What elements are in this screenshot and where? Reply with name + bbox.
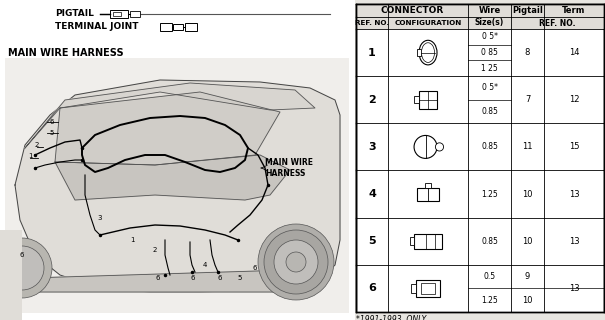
Text: 10: 10 — [522, 189, 533, 199]
Circle shape — [0, 238, 52, 298]
Text: 0.85: 0.85 — [481, 142, 498, 151]
Text: 0.5: 0.5 — [483, 272, 495, 281]
Bar — [468, 4, 511, 17]
Text: 3: 3 — [368, 142, 376, 152]
Bar — [422, 283, 434, 294]
Text: Term: Term — [562, 6, 586, 15]
Text: MAIN WIRE HARNESS: MAIN WIRE HARNESS — [8, 48, 123, 58]
Bar — [425, 183, 431, 188]
Bar — [160, 23, 172, 31]
Text: 6: 6 — [368, 284, 376, 293]
Bar — [511, 4, 544, 17]
Text: 0 85: 0 85 — [481, 48, 498, 57]
Bar — [414, 96, 419, 103]
Polygon shape — [15, 80, 340, 292]
Text: 9: 9 — [525, 272, 530, 281]
Text: REF. NO.: REF. NO. — [355, 20, 389, 26]
Text: 5: 5 — [238, 275, 242, 281]
Text: 0 5*: 0 5* — [482, 32, 497, 41]
Text: 8: 8 — [525, 48, 530, 57]
Text: 1: 1 — [28, 153, 32, 159]
Text: Pigtail: Pigtail — [512, 6, 543, 15]
Text: 5: 5 — [50, 130, 54, 136]
Bar — [414, 234, 442, 249]
Bar — [173, 24, 183, 30]
Text: 6: 6 — [155, 275, 160, 281]
Text: 3: 3 — [98, 215, 102, 221]
Circle shape — [0, 246, 44, 290]
Text: 5: 5 — [368, 236, 376, 246]
Text: MAIN WIRE
HARNESS: MAIN WIRE HARNESS — [265, 158, 313, 178]
Text: 13: 13 — [569, 237, 580, 246]
Text: 13: 13 — [569, 284, 580, 293]
Polygon shape — [18, 270, 320, 292]
Polygon shape — [55, 92, 280, 165]
Circle shape — [436, 143, 443, 151]
Bar — [416, 280, 440, 297]
Bar — [388, 17, 468, 29]
Text: 0.85: 0.85 — [481, 107, 498, 116]
Bar — [130, 11, 140, 17]
Text: CONNECTOR: CONNECTOR — [381, 6, 443, 15]
Bar — [110, 10, 128, 18]
Bar — [410, 237, 414, 245]
Text: 6: 6 — [20, 252, 24, 258]
Bar — [356, 4, 604, 312]
Bar — [416, 188, 439, 201]
Bar — [113, 12, 121, 16]
Text: 14: 14 — [569, 48, 579, 57]
Text: 6: 6 — [253, 265, 257, 271]
Bar — [0, 230, 22, 320]
Text: 12: 12 — [569, 95, 579, 104]
Text: 6: 6 — [218, 275, 222, 281]
Text: 1 25: 1 25 — [481, 64, 498, 73]
Bar — [185, 23, 197, 31]
Text: 1.25: 1.25 — [481, 189, 498, 199]
Text: 7: 7 — [525, 95, 530, 104]
Text: 1: 1 — [129, 237, 134, 243]
Text: REF. NO.: REF. NO. — [539, 19, 576, 28]
Text: 0.85: 0.85 — [481, 237, 498, 246]
Text: Wire: Wire — [479, 6, 500, 15]
Circle shape — [286, 252, 306, 272]
Text: TERMINAL JOINT: TERMINAL JOINT — [55, 22, 139, 31]
Text: 1.25: 1.25 — [481, 296, 498, 305]
Polygon shape — [25, 83, 315, 148]
Text: 11: 11 — [522, 142, 533, 151]
Text: 0 5*: 0 5* — [482, 84, 497, 92]
Text: 4: 4 — [368, 189, 376, 199]
Text: 6: 6 — [191, 275, 195, 281]
Circle shape — [258, 224, 334, 300]
Bar — [411, 284, 416, 292]
Text: 1: 1 — [368, 48, 376, 58]
Bar — [5, 58, 349, 313]
Text: 2: 2 — [153, 247, 157, 253]
Text: 2: 2 — [368, 95, 376, 105]
Circle shape — [264, 230, 328, 294]
Polygon shape — [55, 155, 290, 200]
Text: 4: 4 — [203, 262, 207, 268]
Text: 2: 2 — [35, 142, 39, 148]
Text: 10: 10 — [522, 237, 533, 246]
Bar — [468, 17, 511, 29]
Text: 6: 6 — [50, 119, 54, 125]
Ellipse shape — [422, 43, 434, 62]
Text: 13: 13 — [569, 189, 580, 199]
Bar — [544, 4, 604, 17]
Circle shape — [414, 135, 437, 158]
Text: *1991-1993  ONLY: *1991-1993 ONLY — [356, 316, 427, 320]
Bar — [419, 91, 437, 109]
Text: PIGTAIL: PIGTAIL — [55, 9, 94, 18]
Bar — [356, 4, 468, 17]
Ellipse shape — [419, 40, 437, 65]
Text: CONFIGURATION: CONFIGURATION — [394, 20, 462, 26]
Bar — [417, 49, 422, 56]
Text: 10: 10 — [522, 296, 533, 305]
Bar — [356, 17, 388, 29]
Text: 15: 15 — [569, 142, 579, 151]
Text: Size(s): Size(s) — [475, 19, 504, 28]
Circle shape — [274, 240, 318, 284]
Bar — [511, 17, 604, 29]
Bar — [0, 0, 355, 320]
